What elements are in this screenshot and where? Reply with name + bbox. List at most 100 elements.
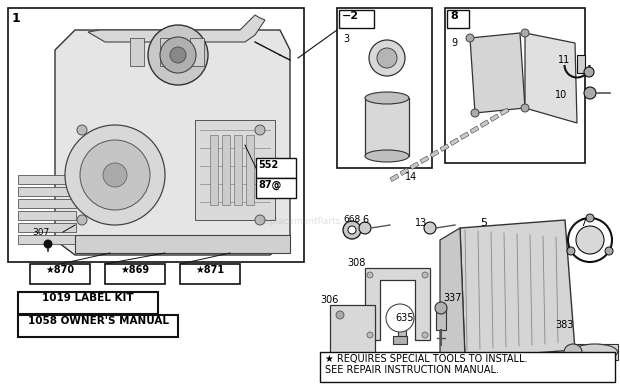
Circle shape xyxy=(386,304,414,332)
Text: 1: 1 xyxy=(12,12,20,25)
Circle shape xyxy=(255,125,265,135)
Polygon shape xyxy=(470,33,525,113)
Circle shape xyxy=(148,25,208,85)
Text: 8: 8 xyxy=(450,11,458,21)
Bar xyxy=(398,328,406,343)
Text: ★869: ★869 xyxy=(120,265,149,275)
Circle shape xyxy=(466,34,474,42)
Circle shape xyxy=(424,222,436,234)
Circle shape xyxy=(44,240,52,248)
Bar xyxy=(490,114,499,121)
Text: 1019 LABEL KIT: 1019 LABEL KIT xyxy=(42,293,134,303)
Bar xyxy=(30,264,90,284)
Bar xyxy=(573,344,618,360)
Bar xyxy=(445,8,585,163)
Text: 383: 383 xyxy=(555,320,574,330)
Bar xyxy=(256,178,296,198)
Text: 635: 635 xyxy=(395,313,414,323)
Text: 337: 337 xyxy=(443,293,461,303)
Circle shape xyxy=(80,140,150,210)
Text: 307: 307 xyxy=(32,228,49,237)
Text: ★ REQUIRES SPECIAL TOOLS TO INSTALL.: ★ REQUIRES SPECIAL TOOLS TO INSTALL. xyxy=(325,354,528,364)
Text: ★871: ★871 xyxy=(195,265,224,275)
Ellipse shape xyxy=(564,344,582,360)
Bar xyxy=(18,315,178,337)
Text: 308: 308 xyxy=(347,258,365,268)
Text: 552: 552 xyxy=(258,160,278,170)
Circle shape xyxy=(367,272,373,278)
Text: 11: 11 xyxy=(558,55,570,65)
Bar xyxy=(18,175,76,184)
Bar xyxy=(18,223,76,232)
Polygon shape xyxy=(330,305,375,375)
Circle shape xyxy=(359,222,371,234)
Bar xyxy=(339,10,374,28)
Circle shape xyxy=(348,226,356,234)
Circle shape xyxy=(170,47,186,63)
Circle shape xyxy=(65,125,165,225)
Circle shape xyxy=(367,332,373,338)
Text: 9: 9 xyxy=(451,38,457,48)
Bar xyxy=(210,135,218,205)
Ellipse shape xyxy=(365,92,409,104)
Circle shape xyxy=(584,87,596,99)
Polygon shape xyxy=(55,30,290,255)
Circle shape xyxy=(361,361,369,369)
Text: 668: 668 xyxy=(343,215,360,224)
Circle shape xyxy=(521,29,529,37)
Text: 7: 7 xyxy=(580,218,587,228)
Polygon shape xyxy=(525,33,577,123)
Circle shape xyxy=(377,48,397,68)
Bar xyxy=(160,38,174,66)
Bar xyxy=(365,98,409,156)
Bar xyxy=(320,352,615,382)
Text: 87@: 87@ xyxy=(258,180,281,190)
Circle shape xyxy=(584,67,594,77)
Polygon shape xyxy=(460,220,575,358)
Text: 1058 OWNER'S MANUAL: 1058 OWNER'S MANUAL xyxy=(27,316,169,326)
Bar xyxy=(18,292,158,314)
Circle shape xyxy=(343,221,361,239)
Polygon shape xyxy=(88,15,265,42)
Bar xyxy=(180,264,240,284)
Bar xyxy=(420,156,429,164)
Text: 14: 14 xyxy=(405,172,417,182)
Circle shape xyxy=(471,109,479,117)
Text: 10: 10 xyxy=(555,90,567,100)
Bar xyxy=(8,8,304,262)
Text: ReplacementParts.com: ReplacementParts.com xyxy=(258,218,362,226)
Text: 13: 13 xyxy=(415,218,427,228)
Bar xyxy=(470,126,479,134)
Text: 6: 6 xyxy=(362,215,368,225)
Bar xyxy=(450,138,459,146)
Bar xyxy=(460,132,469,139)
Bar xyxy=(410,162,419,169)
Circle shape xyxy=(160,37,196,73)
Bar xyxy=(18,235,76,244)
Text: ★870: ★870 xyxy=(45,265,74,275)
Text: SEE REPAIR INSTRUCTION MANUAL.: SEE REPAIR INSTRUCTION MANUAL. xyxy=(325,365,499,375)
Bar xyxy=(436,308,446,330)
Bar xyxy=(130,38,144,66)
Ellipse shape xyxy=(572,344,618,360)
Bar xyxy=(400,168,409,176)
Text: −2: −2 xyxy=(342,11,359,21)
Ellipse shape xyxy=(365,150,409,162)
Circle shape xyxy=(77,215,87,225)
Bar xyxy=(75,235,290,253)
Circle shape xyxy=(336,311,344,319)
Circle shape xyxy=(567,247,575,255)
Polygon shape xyxy=(365,268,430,340)
Bar xyxy=(246,135,254,205)
Bar xyxy=(234,135,242,205)
Circle shape xyxy=(369,40,405,76)
Circle shape xyxy=(103,163,127,187)
Bar xyxy=(105,264,165,284)
Circle shape xyxy=(255,215,265,225)
Circle shape xyxy=(576,226,604,254)
Circle shape xyxy=(605,247,613,255)
Bar xyxy=(190,38,204,66)
Bar xyxy=(430,150,439,157)
Circle shape xyxy=(422,332,428,338)
Polygon shape xyxy=(440,228,465,358)
